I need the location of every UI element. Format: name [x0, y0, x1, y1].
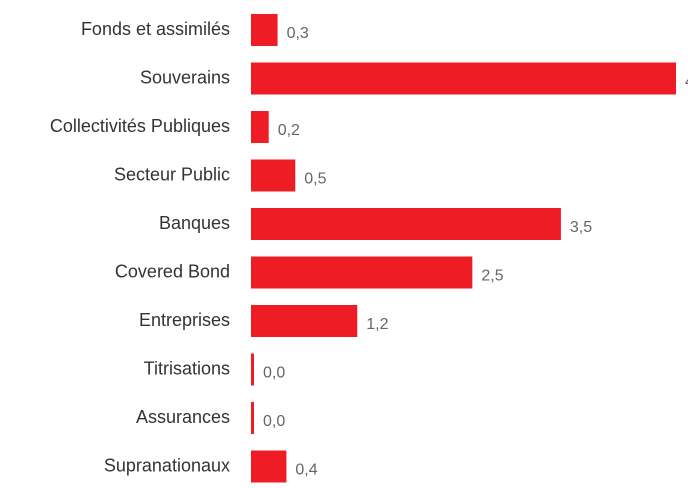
value-label: 0,4	[295, 462, 317, 479]
value-label: 0,3	[287, 25, 309, 42]
value-label: 4,8	[685, 74, 688, 91]
value-label: 2,5	[481, 268, 503, 285]
value-label: 1,2	[366, 316, 388, 333]
category-label: Covered Bond	[115, 261, 230, 281]
bar	[251, 450, 287, 483]
value-label: 0,0	[263, 413, 285, 430]
bar	[251, 402, 254, 434]
bar	[251, 353, 254, 386]
bar	[251, 159, 296, 192]
category-label: Assurances	[136, 407, 230, 427]
category-label: Entreprises	[139, 310, 230, 330]
category-label: Fonds et assimilés	[81, 19, 230, 39]
bar	[251, 305, 358, 337]
bar	[251, 14, 278, 46]
bar	[251, 208, 561, 240]
value-label: 0,0	[263, 365, 285, 382]
category-label: Secteur Public	[114, 164, 230, 184]
value-label: 0,5	[304, 171, 326, 188]
category-label: Banques	[159, 213, 230, 233]
category-label: Supranationaux	[104, 455, 230, 475]
bar	[251, 256, 473, 289]
bar	[251, 111, 269, 143]
value-label: 0,2	[278, 122, 300, 139]
category-label: Collectivités Publiques	[50, 116, 230, 136]
value-label: 3,5	[570, 219, 592, 236]
category-label: Souverains	[140, 67, 230, 87]
category-label: Titrisations	[144, 358, 230, 378]
bar	[251, 62, 676, 95]
